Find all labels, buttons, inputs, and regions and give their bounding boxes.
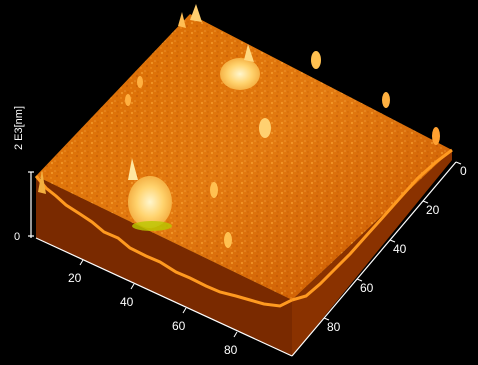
small-peak-7 (125, 94, 131, 106)
top-spike-1 (190, 4, 202, 22)
y-tick-mark-60 (356, 278, 363, 282)
y-axis-line (291, 161, 457, 357)
large-peak-base (132, 221, 172, 231)
top-spike-2 (178, 12, 186, 28)
surface-right-rim (291, 148, 453, 302)
x-tick-mark-80 (233, 331, 238, 338)
x-tick-mark-60 (182, 307, 187, 314)
small-peak-4 (224, 232, 232, 248)
x-axis-line (35, 237, 293, 357)
x-tick-mark-40 (130, 283, 135, 290)
y-tick-label-80: 80 (327, 320, 341, 334)
surface-front-rim (34, 175, 293, 308)
left-edge-spike (38, 170, 46, 194)
large-peak (128, 176, 172, 228)
x-tick-mark-20 (79, 259, 84, 266)
y-tick-mark-80 (323, 317, 330, 321)
x-tick-label-20: 20 (68, 271, 82, 285)
small-peak-8 (137, 76, 143, 88)
x-tick-label-40: 40 (120, 295, 134, 309)
y-tick-label-60: 60 (360, 281, 374, 295)
small-peak-5 (382, 92, 390, 108)
large-peak-tip (128, 158, 138, 180)
x-tick-label-80: 80 (224, 343, 238, 357)
y-tick-label-40: 40 (393, 242, 407, 256)
y-tick-label-20: 20 (426, 203, 440, 217)
z-axis-label: 2 E3[nm] (13, 106, 25, 150)
top-peak (220, 58, 260, 90)
x-tick-label-60: 60 (172, 319, 186, 333)
top-peak-tip (244, 44, 254, 62)
y-tick-mark-0 (455, 161, 462, 165)
small-peak-1 (259, 118, 271, 138)
z-axis-tick-0: 0 (14, 231, 20, 243)
y-tick-mark-40 (389, 239, 396, 243)
y-tick-mark-20 (422, 200, 429, 204)
small-peak-6 (432, 127, 440, 145)
small-peak-3 (210, 182, 218, 198)
y-tick-label-0: 0 (460, 164, 467, 178)
small-peak-2 (311, 51, 321, 69)
surface-right-edge (292, 150, 452, 356)
